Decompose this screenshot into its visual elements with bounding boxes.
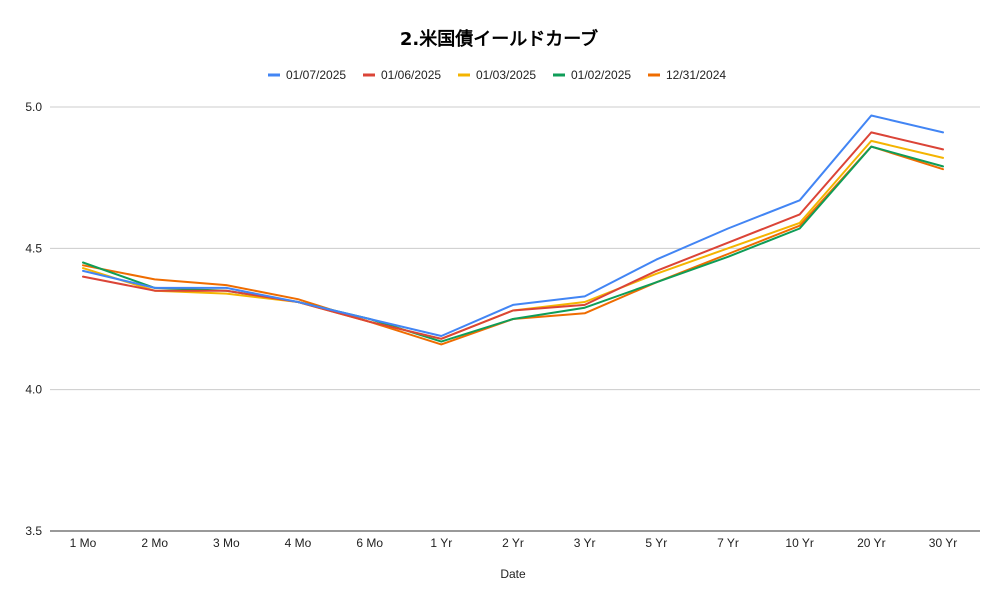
legend-item: 01/07/2025 <box>268 68 346 82</box>
legend-label: 01/02/2025 <box>571 68 631 82</box>
x-tick-label: 5 Yr <box>645 536 667 550</box>
x-tick-label: 1 Yr <box>430 536 452 550</box>
x-tick-label: 3 Yr <box>574 536 596 550</box>
x-tick-label: 6 Mo <box>356 536 383 550</box>
x-tick-label: 30 Yr <box>929 536 957 550</box>
series-line-12-31-2024 <box>82 145 944 346</box>
x-tick-label: 1 Mo <box>70 536 97 550</box>
y-tick-label: 5.0 <box>25 100 42 114</box>
x-tick-label: 10 Yr <box>785 536 813 550</box>
legend-label: 01/03/2025 <box>476 68 536 82</box>
x-axis-title: Date <box>500 567 526 581</box>
gridlines <box>50 106 980 532</box>
y-axis-ticks: 3.5 4.0 4.5 5.0 <box>25 100 42 538</box>
x-tick-label: 20 Yr <box>857 536 885 550</box>
x-tick-label: 7 Yr <box>717 536 739 550</box>
x-axis-ticks: 1 Mo 2 Mo 3 Mo 4 Mo 6 Mo 1 Yr 2 Yr 3 Yr 5 Yr 7 Yr… <box>70 536 958 550</box>
y-tick-label: 4.5 <box>25 241 42 255</box>
x-tick-label: 4 Mo <box>285 536 312 550</box>
chart-title: 2.米国債イールドカーブ <box>400 28 598 50</box>
legend-item: 01/06/2025 <box>363 68 441 82</box>
series-line-01-03-2025 <box>82 139 944 340</box>
series-line-01-06-2025 <box>82 131 944 340</box>
y-tick-label: 3.5 <box>25 524 42 538</box>
legend-item: 12/31/2024 <box>648 68 726 82</box>
series-line-01-02-2025 <box>82 145 944 343</box>
y-tick-label: 4.0 <box>25 383 42 397</box>
x-tick-label: 3 Mo <box>213 536 240 550</box>
x-tick-label: 2 Mo <box>141 536 168 550</box>
legend-item: 01/03/2025 <box>458 68 536 82</box>
legend-item: 01/02/2025 <box>553 68 631 82</box>
legend-label: 01/06/2025 <box>381 68 441 82</box>
series-line-01-07-2025 <box>82 114 944 337</box>
legend-label: 12/31/2024 <box>666 68 726 82</box>
x-tick-label: 2 Yr <box>502 536 524 550</box>
legend: 01/07/2025 01/06/2025 01/03/2025 01/02/2025… <box>268 68 726 82</box>
series-lines <box>82 114 944 346</box>
legend-label: 01/07/2025 <box>286 68 346 82</box>
